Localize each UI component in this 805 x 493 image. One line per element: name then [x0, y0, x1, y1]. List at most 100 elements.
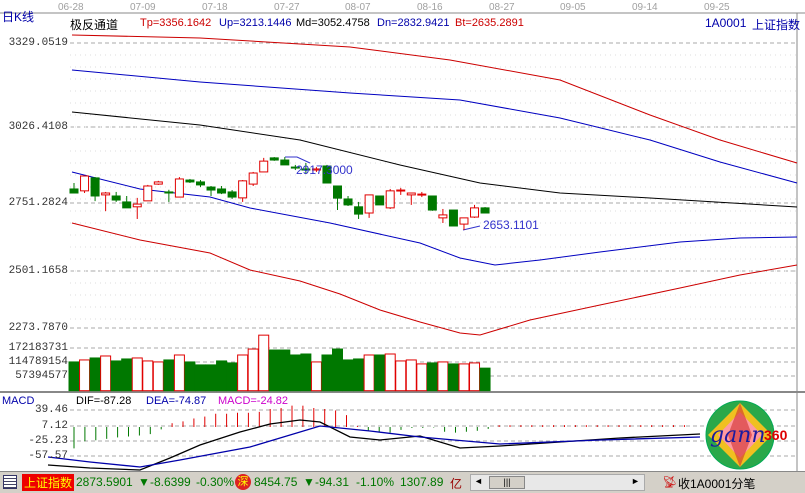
kline-chart[interactable] [0, 0, 805, 471]
candle-body [375, 195, 385, 206]
scroll-thumb[interactable]: ||| [489, 476, 525, 489]
candle-body [396, 189, 406, 192]
candle-body [438, 214, 448, 219]
date-label: 09-14 [632, 2, 658, 13]
candle-body [217, 188, 227, 194]
candle-body [301, 168, 311, 171]
stock-code: 1A0001 [705, 16, 747, 30]
tp-value: Tp=3356.1642 [140, 17, 212, 29]
volume-bar [163, 359, 175, 392]
volume-bar [68, 361, 80, 392]
volume-bar [321, 354, 333, 392]
volume-bar [310, 361, 322, 392]
bt-value: Bt=2635.2891 [455, 17, 524, 29]
volume-bar [184, 361, 196, 392]
dif-value: DIF=-87.28 [76, 395, 132, 407]
volume-bar [374, 354, 386, 392]
sh-value: 2873.5901 [76, 475, 133, 489]
dif-line [47, 419, 701, 471]
calendar-icon[interactable] [3, 475, 17, 489]
candle-body [322, 165, 332, 184]
candle-body [448, 209, 458, 227]
lower-inner-band [71, 171, 798, 266]
candle-body [417, 193, 427, 196]
dea-line [47, 425, 701, 468]
scroll-left-icon[interactable]: ◄ [474, 476, 483, 486]
sz-value: 8454.75 [254, 475, 298, 489]
volume-bar [279, 349, 291, 392]
up-value: Up=3213.1446 [219, 17, 292, 29]
status-bar: 上证指数 2873.5901 ▼ -8.6399 -0.30% 深 8454.7… [0, 471, 805, 493]
price-tick: 2501.1658 [8, 265, 68, 277]
volume-bar [479, 367, 491, 392]
candle-body [470, 207, 480, 218]
date-label: 09-05 [560, 2, 586, 13]
volume-bar [469, 362, 481, 392]
index-name-badge[interactable]: 上证指数 [22, 474, 75, 491]
volume-bar [121, 358, 133, 392]
price-tick: 2751.2824 [8, 197, 68, 209]
macd-tick: -57.57 [28, 450, 68, 462]
volume-tick: 57394577 [15, 370, 68, 382]
candle-body [206, 186, 216, 191]
date-label: 07-18 [202, 2, 228, 13]
date-label: 07-27 [274, 2, 300, 13]
volume-bar [426, 362, 438, 392]
macd-tick: 39.46 [34, 404, 68, 416]
tick-detail-label[interactable]: 收1A0001分笔 [678, 477, 756, 491]
shenzhen-icon: 深 [235, 474, 251, 490]
dn-value: Dn=2832.9421 [377, 17, 450, 29]
date-label: 08-27 [489, 2, 515, 13]
date-label: 07-09 [130, 2, 156, 13]
antenna-icon: 📡︎ [662, 475, 678, 489]
horizontal-scrollbar[interactable]: ◄ ||| ► [470, 474, 645, 491]
candle-body [153, 181, 163, 185]
volume-bar [205, 364, 217, 392]
date-label: 08-07 [345, 2, 371, 13]
candle-body [174, 178, 184, 198]
period-label[interactable]: 日K线 [2, 10, 35, 24]
volume-bar [268, 349, 280, 392]
date-label: 08-16 [417, 2, 443, 13]
volume-bar [363, 354, 375, 392]
candle-body [333, 185, 342, 199]
date-label: 06-28 [58, 2, 84, 13]
volume-bar [353, 358, 365, 392]
low-pointer [462, 225, 481, 231]
candle-body [480, 207, 490, 214]
candle-body [132, 203, 142, 208]
volume-bar [405, 359, 417, 392]
candle-body [269, 157, 279, 161]
volume-bar [152, 361, 164, 392]
candle-body [364, 194, 374, 214]
volume-bar [216, 360, 228, 392]
stock-name: 上证指数 [752, 18, 801, 32]
volume-bar [437, 361, 449, 392]
down-arrow-icon: ▼ [138, 475, 150, 489]
high-pointer [285, 156, 311, 164]
volume-bar [79, 359, 91, 392]
candle-body [101, 192, 111, 196]
volume-bar [100, 355, 112, 392]
candle-body [90, 177, 100, 197]
price-tick: 3329.0519 [8, 37, 68, 49]
volume-bar [131, 357, 143, 392]
candle-body [227, 191, 237, 198]
candle-body [259, 160, 269, 173]
price-tick: 2273.7870 [8, 322, 68, 334]
upper-outer-band [71, 34, 798, 164]
volume-bar [447, 363, 459, 392]
volume-bar [342, 359, 354, 392]
volume-bar [384, 353, 396, 392]
middle-band [71, 111, 798, 208]
scroll-right-icon[interactable]: ► [631, 476, 640, 486]
sz-change: -94.31 [315, 475, 350, 489]
gann360-logo: gann 360 [702, 400, 798, 470]
volume-bar [226, 362, 238, 392]
upper-inner-band [71, 69, 798, 184]
candle-body [385, 190, 395, 209]
macd-title[interactable]: MACD [2, 395, 35, 407]
volume-bar [237, 354, 249, 392]
candle-body [122, 201, 132, 209]
volume-bar [395, 360, 407, 392]
